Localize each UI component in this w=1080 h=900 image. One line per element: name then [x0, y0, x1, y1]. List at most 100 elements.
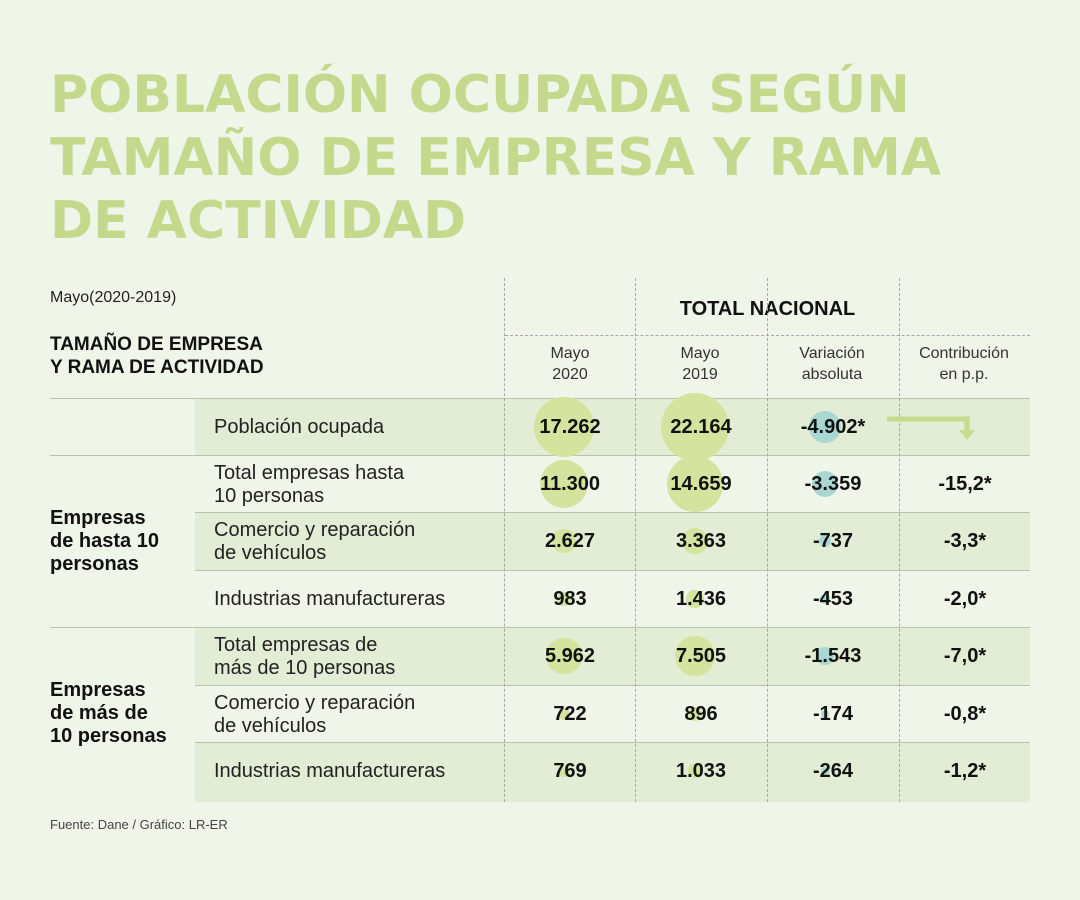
row-label-line: Comercio y reparación — [214, 691, 416, 714]
column-header-line1: Contribución — [919, 345, 1009, 362]
row-label-line: Total empresas de — [214, 633, 378, 656]
column-header-mayo-2020: Mayo 2020 — [505, 343, 635, 385]
column-header-line1: Mayo — [550, 345, 590, 362]
row-label-line: de vehículos — [214, 714, 327, 737]
value-bubble — [667, 456, 723, 512]
cell-mayo2020: 17.262 — [539, 416, 601, 438]
value-bubble — [556, 591, 572, 607]
row-band — [195, 513, 1030, 570]
row-separator — [195, 570, 1030, 571]
cell-contribucion: -3,3* — [943, 530, 987, 552]
cell-mayo2020: 11.300 — [539, 473, 601, 495]
row-label-line: Población ocupada — [214, 416, 385, 438]
row-label-line: Total empresas hasta — [214, 461, 405, 484]
row-label-industrias-mas-10: Industrias manufactureras — [214, 743, 499, 800]
cell-variacion: -3.359 — [804, 473, 862, 495]
row-header-line1: TAMAÑO DE EMPRESA — [50, 334, 263, 355]
cell-mayo2019: 1.436 — [675, 588, 727, 610]
row-band — [195, 628, 1030, 685]
value-bubble — [816, 647, 834, 665]
row-separator — [50, 455, 1030, 456]
group-label-mas-de-10: Empresas de más de 10 personas — [50, 679, 190, 748]
column-divider — [635, 278, 636, 802]
cell-mayo2020: 722 — [553, 703, 587, 725]
cell-mayo2019: 3.363 — [675, 530, 727, 552]
value-bubble — [821, 767, 829, 775]
row-label-line: 10 personas — [214, 484, 325, 507]
value-bubble — [821, 710, 829, 718]
cell-mayo2019: 14.659 — [670, 473, 732, 495]
column-header-line2: 2020 — [552, 366, 588, 383]
group-label-hasta-10: Empresas de hasta 10 personas — [50, 507, 190, 576]
row-label-comercio-mas-10: Comercio y reparación de vehículos — [214, 686, 499, 743]
cell-contribucion: -7,0* — [943, 645, 987, 667]
column-divider — [899, 278, 900, 802]
cell-variacion: -264 — [812, 760, 854, 782]
row-label-industrias-hasta-10: Industrias manufactureras — [214, 571, 499, 628]
chart-title: POBLACIÓN OCUPADA SEGÚN TAMAÑO DE EMPRES… — [50, 65, 942, 251]
cell-mayo2020: 769 — [553, 760, 587, 782]
value-bubble — [818, 534, 832, 548]
value-bubble — [687, 763, 703, 779]
chart-subtitle: Mayo(2020-2019) — [50, 289, 177, 306]
row-separator — [50, 627, 1030, 628]
value-bubble — [688, 707, 702, 721]
row-label-poblacion-ocupada: Población ocupada — [214, 399, 499, 456]
value-bubble — [820, 594, 830, 604]
column-header-line2: absoluta — [801, 366, 863, 383]
cell-contribucion: -2,0* — [943, 588, 987, 610]
cell-mayo2019: 22.164 — [670, 416, 732, 438]
cell-variacion: -737 — [812, 530, 854, 552]
row-label-line: más de 10 personas — [214, 656, 396, 679]
arrow-down-right-icon — [887, 416, 975, 440]
row-separator — [195, 512, 1030, 513]
cell-mayo2019: 896 — [684, 703, 718, 725]
group-line: Empresas — [50, 679, 146, 701]
row-band — [195, 743, 1030, 802]
cell-mayo2020: 5.962 — [544, 645, 596, 667]
column-header-contribucion: Contribución en p.p. — [899, 343, 1029, 385]
column-header-line1: Variación — [799, 345, 865, 362]
row-separator — [195, 685, 1030, 686]
group-line: 10 personas — [50, 725, 167, 747]
column-header-line1: Mayo — [680, 345, 720, 362]
row-header-line2: Y RAMA DE ACTIVIDAD — [50, 357, 264, 378]
row-label-line: de vehículos — [214, 541, 327, 564]
group-line: de hasta 10 — [50, 530, 159, 552]
value-bubble — [533, 396, 594, 457]
header-divider — [505, 335, 1030, 336]
cell-contribucion: -0,8* — [943, 703, 987, 725]
row-label-line: Industrias manufactureras — [214, 760, 446, 782]
cell-contribucion: -15,2* — [938, 473, 992, 495]
column-header-mayo-2019: Mayo 2019 — [635, 343, 765, 385]
value-bubble — [811, 470, 839, 498]
value-bubble — [552, 529, 576, 553]
column-divider — [767, 278, 768, 802]
cell-mayo2020: 2.627 — [544, 530, 596, 552]
row-header-label: TAMAÑO DE EMPRESA Y RAMA DE ACTIVIDAD — [50, 333, 264, 379]
group-line: de más de — [50, 702, 148, 724]
cell-variacion: -453 — [812, 588, 854, 610]
value-bubble — [681, 527, 709, 555]
row-label-total-mas-10: Total empresas de más de 10 personas — [214, 628, 499, 685]
value-bubble — [686, 590, 704, 608]
column-header-variacion: Variación absoluta — [767, 343, 897, 385]
cell-variacion: -4.902* — [800, 416, 866, 438]
value-bubble — [675, 636, 715, 676]
cell-mayo2020: 983 — [553, 588, 587, 610]
value-bubble — [557, 707, 571, 721]
group-line: personas — [50, 553, 139, 575]
row-separator — [50, 398, 1030, 399]
row-band — [195, 399, 1030, 456]
source-note: Fuente: Dane / Gráfico: LR-ER — [50, 817, 228, 832]
column-header-line2: 2019 — [682, 366, 718, 383]
value-bubble — [539, 459, 589, 509]
row-label-total-hasta-10: Total empresas hasta 10 personas — [214, 456, 499, 513]
group-line: Empresas — [50, 507, 146, 529]
cell-variacion: -174 — [812, 703, 854, 725]
row-separator — [195, 742, 1030, 743]
column-divider — [504, 278, 505, 802]
cell-variacion: -1.543 — [804, 645, 862, 667]
cell-mayo2019: 7.505 — [675, 645, 727, 667]
value-bubble — [661, 393, 729, 461]
